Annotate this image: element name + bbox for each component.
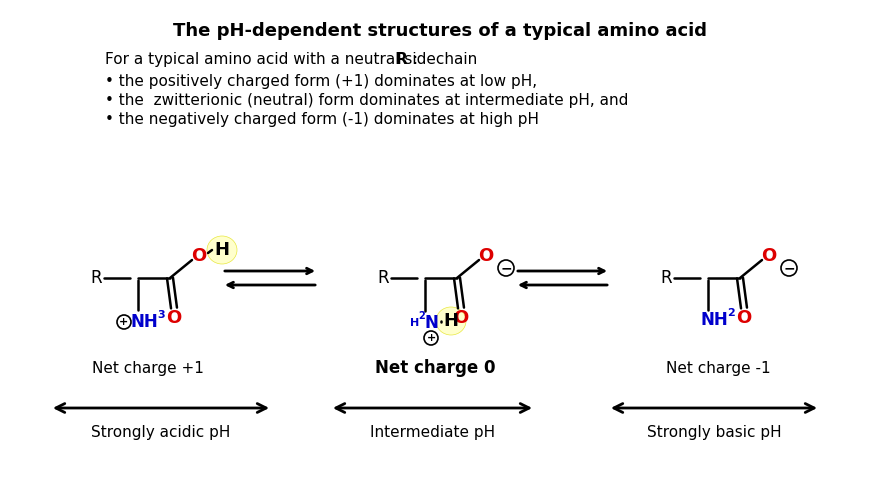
Text: O: O [479,247,494,265]
Text: O: O [453,309,469,327]
Text: • the negatively charged form (-1) dominates at high pH: • the negatively charged form (-1) domin… [105,112,539,127]
Text: O: O [761,247,777,265]
Text: R: R [660,269,671,287]
Text: :: : [408,52,418,67]
Ellipse shape [436,307,466,335]
Text: • the positively charged form (+1) dominates at low pH,: • the positively charged form (+1) domin… [105,74,537,89]
Text: O: O [737,309,752,327]
Circle shape [117,315,131,329]
Text: Strongly basic pH: Strongly basic pH [647,424,781,440]
Text: +: + [427,333,436,343]
Text: Net charge 0: Net charge 0 [375,359,495,377]
Text: For a typical amino acid with a neutral sidechain: For a typical amino acid with a neutral … [105,52,482,67]
Text: O: O [166,309,181,327]
Text: R: R [396,52,407,67]
Text: H: H [444,312,458,330]
Text: N: N [424,314,438,332]
Text: 2: 2 [419,311,425,321]
Text: R: R [90,269,102,287]
Text: Intermediate pH: Intermediate pH [370,424,495,440]
Circle shape [424,331,438,345]
Text: H: H [410,318,420,328]
Circle shape [781,260,797,276]
Text: Net charge -1: Net charge -1 [665,361,770,375]
Text: H: H [215,241,230,259]
Text: R: R [378,269,389,287]
Ellipse shape [207,236,237,264]
Text: Strongly acidic pH: Strongly acidic pH [92,424,231,440]
Text: −: − [500,261,512,275]
Text: 2: 2 [727,308,735,318]
Circle shape [498,260,514,276]
Text: NH: NH [700,311,728,329]
Text: The pH-dependent structures of a typical amino acid: The pH-dependent structures of a typical… [173,22,707,40]
Text: 3: 3 [158,310,165,320]
Text: −: − [783,261,795,275]
Text: +: + [120,317,128,327]
Text: • the  zwitterionic (neutral) form dominates at intermediate pH, and: • the zwitterionic (neutral) form domina… [105,93,628,108]
Text: Net charge +1: Net charge +1 [92,361,204,375]
Text: O: O [191,247,207,265]
Text: NH: NH [130,313,158,331]
